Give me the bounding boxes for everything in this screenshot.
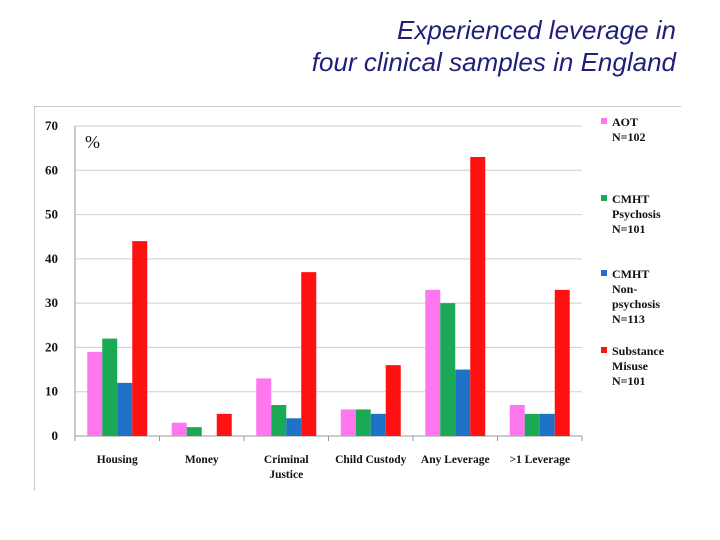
bar-3-0 <box>340 409 356 436</box>
chart-frame <box>34 106 681 491</box>
y-tick-label-0: 0 <box>52 428 59 443</box>
legend-label-2-0: CMHT <box>612 267 649 281</box>
legend-label-3-0: Substance <box>612 344 665 358</box>
legend-label-1-2: N=101 <box>612 222 646 236</box>
bar-5-1 <box>524 413 540 436</box>
bar-4-3 <box>470 157 486 436</box>
x-category-label-5-0: >1 Leverage <box>509 454 570 466</box>
y-tick-label-50: 50 <box>45 207 58 222</box>
slide-title-line-2: four clinical samples in England <box>311 47 676 77</box>
bar-0-3 <box>132 241 148 436</box>
y-tick-label-10: 10 <box>45 384 58 399</box>
legend-swatch-1 <box>601 195 607 201</box>
legend-label-3-2: N=101 <box>612 374 646 388</box>
legend-label-2-3: N=113 <box>612 312 645 326</box>
bar-3-3 <box>385 365 401 436</box>
x-category-label-2-0: Criminal <box>264 454 309 466</box>
bar-1-3 <box>216 413 232 436</box>
bar-4-0 <box>425 289 441 436</box>
x-category-label-2-1: Justice <box>269 469 303 481</box>
y-tick-label-40: 40 <box>45 251 58 266</box>
bar-4-1 <box>440 303 456 436</box>
legend-swatch-2 <box>601 270 607 276</box>
bar-1-1 <box>186 427 202 436</box>
bar-2-2 <box>286 418 302 436</box>
bar-2-0 <box>256 378 272 436</box>
legend-label-1-1: Psychosis <box>612 207 661 221</box>
legend-label-1-0: CMHT <box>612 192 649 206</box>
x-category-label-3-0: Child Custody <box>335 454 407 466</box>
legend-swatch-0 <box>601 118 607 124</box>
y-tick-label-70: 70 <box>45 118 58 133</box>
bar-3-1 <box>355 409 371 436</box>
y-tick-label-60: 60 <box>45 162 58 177</box>
x-category-label-0-0: Housing <box>97 454 138 466</box>
x-category-label-4-0: Any Leverage <box>421 454 490 466</box>
legend-label-2-1: Non- <box>612 282 637 296</box>
bar-0-1 <box>102 338 118 436</box>
bar-5-0 <box>509 405 525 436</box>
legend-label-2-2: psychosis <box>612 297 660 311</box>
bar-2-1 <box>271 405 287 436</box>
bar-0-0 <box>87 351 103 436</box>
legend-label-0-0: AOT <box>612 115 638 129</box>
legend-label-3-1: Misuse <box>612 359 649 373</box>
y-tick-label-30: 30 <box>45 295 58 310</box>
bar-5-2 <box>539 413 555 436</box>
y-unit-label: % <box>85 132 100 152</box>
x-category-label-1-0: Money <box>185 454 219 466</box>
legend-swatch-3 <box>601 347 607 353</box>
bar-2-3 <box>301 272 317 436</box>
bar-3-2 <box>370 413 386 436</box>
bar-5-3 <box>554 289 570 436</box>
legend-label-0-1: N=102 <box>612 130 646 144</box>
bar-0-2 <box>117 382 133 436</box>
slide-title-line-1: Experienced leverage in <box>397 15 676 45</box>
slide-title: Experienced leverage in four clinical sa… <box>312 14 676 78</box>
y-tick-label-20: 20 <box>45 339 58 354</box>
bar-1-0 <box>171 422 187 436</box>
bar-4-2 <box>455 369 471 436</box>
